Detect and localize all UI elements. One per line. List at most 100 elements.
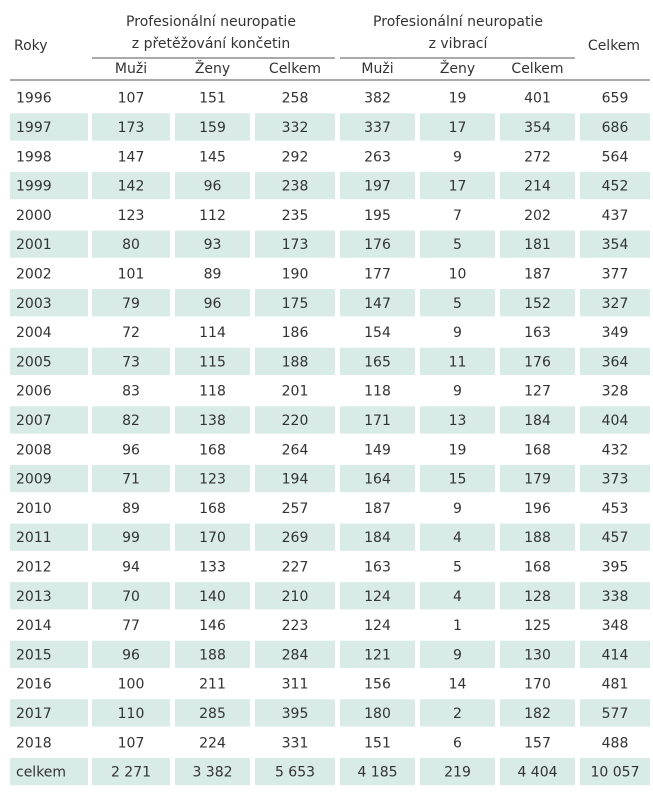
row-shade <box>10 347 88 375</box>
row-shade <box>420 757 495 786</box>
row-shade <box>255 523 335 551</box>
cell: 6 <box>453 735 462 751</box>
row-shade <box>420 464 495 493</box>
row-shade <box>175 347 250 375</box>
row-shade <box>10 464 88 493</box>
row-shade <box>175 230 250 258</box>
cell: 7 <box>453 208 462 224</box>
cell: 107 <box>118 735 145 751</box>
cell: 349 <box>602 325 629 341</box>
cell: 73 <box>122 354 140 370</box>
cell: 123 <box>118 208 145 224</box>
header-year: Roky <box>14 38 48 54</box>
cell: 377 <box>602 266 629 282</box>
row-shade <box>340 406 415 434</box>
row-shade <box>255 289 335 317</box>
row-shade <box>175 757 250 786</box>
row-label: 2004 <box>16 325 52 341</box>
cell: 564 <box>602 149 629 165</box>
row-shade <box>420 289 495 317</box>
row-shade <box>255 699 335 727</box>
cell: 272 <box>524 149 551 165</box>
cell: 404 <box>602 413 629 429</box>
row-shade <box>580 230 650 258</box>
cell: 577 <box>602 706 629 722</box>
row-label: 2006 <box>16 384 52 400</box>
row-label: celkem <box>16 765 66 781</box>
cell: 395 <box>602 559 629 575</box>
cell: 4 <box>453 589 462 605</box>
cell: 4 <box>453 530 462 546</box>
row-shade <box>340 113 415 141</box>
row-label: 2010 <box>16 501 52 517</box>
cell: 382 <box>364 91 391 107</box>
row-label: 1999 <box>16 179 52 195</box>
cell: 9 <box>453 384 462 400</box>
row-label: 2012 <box>16 559 52 575</box>
cell: 130 <box>524 647 551 663</box>
cell: 327 <box>602 296 629 312</box>
cell: 142 <box>118 179 145 195</box>
cell: 354 <box>524 120 551 136</box>
row-shade <box>175 171 250 200</box>
cell: 9 <box>453 501 462 517</box>
cell: 4 404 <box>517 765 557 781</box>
row-shade <box>580 113 650 141</box>
cell: 414 <box>602 647 629 663</box>
row-shade <box>255 230 335 258</box>
row-shade <box>580 406 650 434</box>
row-shade <box>92 757 170 786</box>
cell: 17 <box>449 179 467 195</box>
row-label: 2017 <box>16 706 52 722</box>
cell: 257 <box>282 501 309 517</box>
row-shade <box>420 699 495 727</box>
cell: 488 <box>602 735 629 751</box>
cell: 457 <box>602 530 629 546</box>
cell: 17 <box>449 120 467 136</box>
cell: 184 <box>364 530 391 546</box>
cell: 180 <box>364 706 391 722</box>
cell: 168 <box>199 501 226 517</box>
row-shade <box>580 171 650 200</box>
cell: 195 <box>364 208 391 224</box>
cell: 96 <box>204 296 222 312</box>
cell: 227 <box>282 559 309 575</box>
cell: 10 <box>449 266 467 282</box>
cell: 284 <box>282 647 309 663</box>
cell: 190 <box>282 266 309 282</box>
cell: 202 <box>524 208 551 224</box>
cell: 188 <box>199 647 226 663</box>
row-shade <box>255 347 335 375</box>
cell: 176 <box>524 354 551 370</box>
cell: 101 <box>118 266 145 282</box>
subheader: Ženy <box>195 59 230 77</box>
cell: 453 <box>602 501 629 517</box>
cell: 659 <box>602 91 629 107</box>
row-shade <box>10 757 88 786</box>
row-shade <box>500 113 575 141</box>
cell: 5 <box>453 296 462 312</box>
row-shade <box>175 406 250 434</box>
row-shade <box>340 699 415 727</box>
row-label: 2018 <box>16 735 52 751</box>
row-shade <box>255 757 335 786</box>
cell: 124 <box>364 589 391 605</box>
cell: 2 <box>453 706 462 722</box>
row-shade <box>175 640 250 668</box>
cell: 123 <box>199 472 226 488</box>
row-label: 2008 <box>16 442 52 458</box>
cell: 170 <box>199 530 226 546</box>
cell: 118 <box>199 384 226 400</box>
row-shade <box>255 640 335 668</box>
subheader: Ženy <box>440 59 475 77</box>
cell: 188 <box>282 354 309 370</box>
cell: 14 <box>449 677 467 693</box>
cell: 147 <box>364 296 391 312</box>
cell: 163 <box>364 559 391 575</box>
cell: 258 <box>282 91 309 107</box>
row-shade <box>10 523 88 551</box>
row-shade <box>580 640 650 668</box>
row-label: 2013 <box>16 589 52 605</box>
